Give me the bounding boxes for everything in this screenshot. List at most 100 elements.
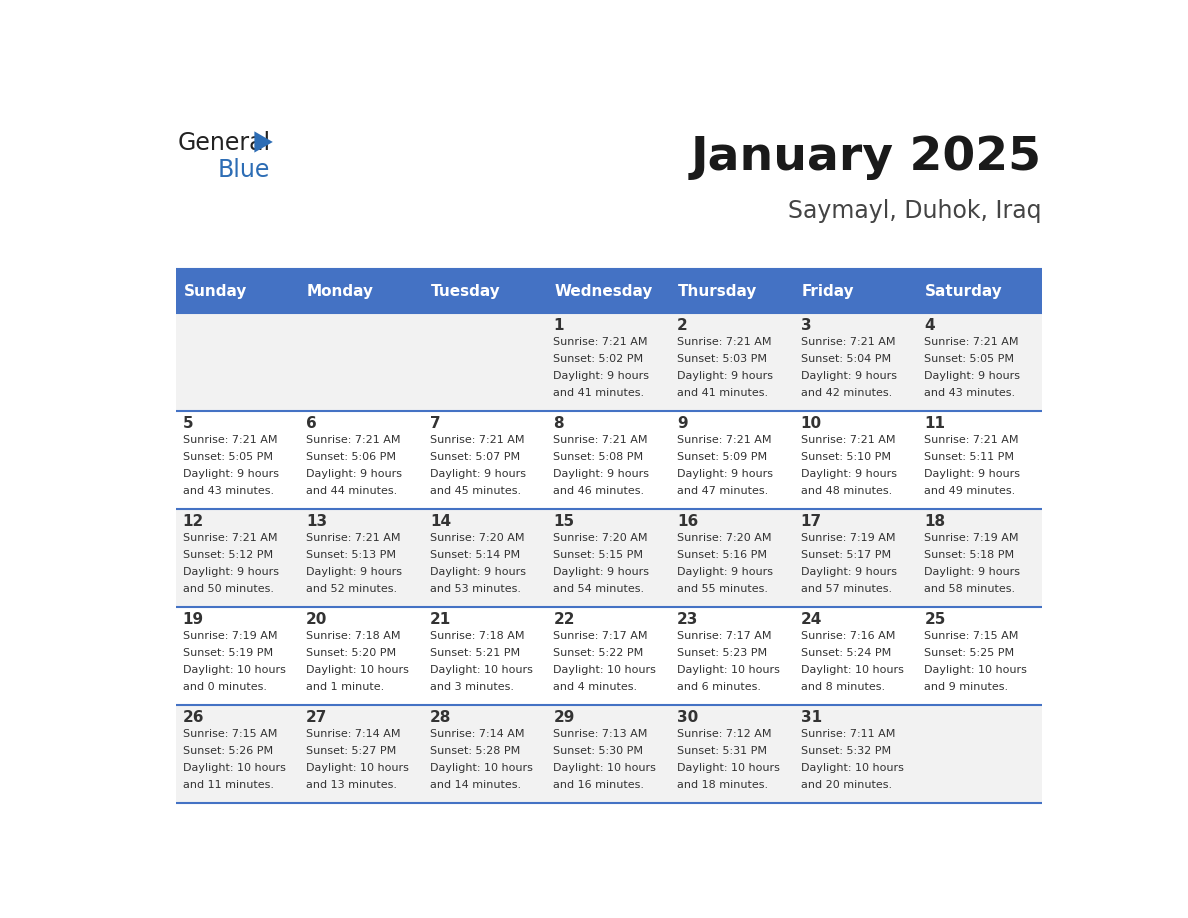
Text: 15: 15: [554, 514, 575, 529]
Text: Tuesday: Tuesday: [431, 284, 500, 298]
Text: Daylight: 9 hours: Daylight: 9 hours: [677, 469, 773, 479]
Text: Sunrise: 7:21 AM: Sunrise: 7:21 AM: [801, 435, 896, 445]
Text: Sunset: 5:32 PM: Sunset: 5:32 PM: [801, 745, 891, 756]
Text: Daylight: 10 hours: Daylight: 10 hours: [183, 665, 285, 675]
Text: and 16 minutes.: and 16 minutes.: [554, 779, 644, 789]
Text: Sunrise: 7:21 AM: Sunrise: 7:21 AM: [554, 435, 647, 445]
Text: Daylight: 9 hours: Daylight: 9 hours: [677, 371, 773, 381]
Text: 6: 6: [307, 416, 317, 431]
Text: 30: 30: [677, 710, 699, 725]
Text: Sunset: 5:25 PM: Sunset: 5:25 PM: [924, 648, 1015, 658]
Text: 2: 2: [677, 318, 688, 333]
Text: Daylight: 10 hours: Daylight: 10 hours: [924, 665, 1028, 675]
Text: Daylight: 10 hours: Daylight: 10 hours: [554, 763, 656, 773]
Text: Wednesday: Wednesday: [555, 284, 652, 298]
Text: Sunrise: 7:13 AM: Sunrise: 7:13 AM: [554, 729, 647, 739]
Text: and 45 minutes.: and 45 minutes.: [430, 486, 522, 496]
Text: and 55 minutes.: and 55 minutes.: [677, 584, 769, 594]
Text: Sunset: 5:30 PM: Sunset: 5:30 PM: [554, 745, 644, 756]
Text: 18: 18: [924, 514, 946, 529]
Text: 12: 12: [183, 514, 204, 529]
Text: and 8 minutes.: and 8 minutes.: [801, 681, 885, 691]
Text: Daylight: 9 hours: Daylight: 9 hours: [801, 371, 897, 381]
FancyBboxPatch shape: [176, 269, 1042, 313]
Text: Daylight: 10 hours: Daylight: 10 hours: [307, 665, 409, 675]
Text: Sunrise: 7:21 AM: Sunrise: 7:21 AM: [183, 533, 277, 543]
FancyBboxPatch shape: [176, 509, 1042, 607]
Text: Daylight: 10 hours: Daylight: 10 hours: [801, 665, 904, 675]
Text: Sunset: 5:03 PM: Sunset: 5:03 PM: [677, 354, 767, 364]
Text: Sunrise: 7:21 AM: Sunrise: 7:21 AM: [307, 435, 400, 445]
Text: 20: 20: [307, 612, 328, 627]
Text: Sunrise: 7:17 AM: Sunrise: 7:17 AM: [554, 631, 647, 641]
Text: 24: 24: [801, 612, 822, 627]
Text: Saymayl, Duhok, Iraq: Saymayl, Duhok, Iraq: [788, 198, 1042, 222]
Text: and 43 minutes.: and 43 minutes.: [183, 486, 273, 496]
Text: Thursday: Thursday: [678, 284, 758, 298]
Text: Daylight: 9 hours: Daylight: 9 hours: [924, 566, 1020, 577]
Text: Sunrise: 7:21 AM: Sunrise: 7:21 AM: [430, 435, 524, 445]
Text: 31: 31: [801, 710, 822, 725]
Text: Sunrise: 7:17 AM: Sunrise: 7:17 AM: [677, 631, 772, 641]
Text: Sunset: 5:31 PM: Sunset: 5:31 PM: [677, 745, 767, 756]
Text: Sunset: 5:26 PM: Sunset: 5:26 PM: [183, 745, 273, 756]
Text: Daylight: 9 hours: Daylight: 9 hours: [307, 469, 403, 479]
Text: Sunrise: 7:12 AM: Sunrise: 7:12 AM: [677, 729, 772, 739]
Text: January 2025: January 2025: [690, 135, 1042, 180]
Text: Daylight: 10 hours: Daylight: 10 hours: [307, 763, 409, 773]
FancyBboxPatch shape: [176, 313, 1042, 411]
Text: and 50 minutes.: and 50 minutes.: [183, 584, 273, 594]
Text: Sunset: 5:16 PM: Sunset: 5:16 PM: [677, 550, 767, 560]
Text: Sunrise: 7:11 AM: Sunrise: 7:11 AM: [801, 729, 895, 739]
Text: 1: 1: [554, 318, 564, 333]
Text: 5: 5: [183, 416, 194, 431]
Text: Sunset: 5:12 PM: Sunset: 5:12 PM: [183, 550, 273, 560]
Text: and 9 minutes.: and 9 minutes.: [924, 681, 1009, 691]
Text: Sunset: 5:10 PM: Sunset: 5:10 PM: [801, 452, 891, 462]
Text: Sunrise: 7:21 AM: Sunrise: 7:21 AM: [307, 533, 400, 543]
Text: 19: 19: [183, 612, 203, 627]
Text: Sunset: 5:02 PM: Sunset: 5:02 PM: [554, 354, 644, 364]
Text: and 46 minutes.: and 46 minutes.: [554, 486, 645, 496]
Text: Sunset: 5:06 PM: Sunset: 5:06 PM: [307, 452, 397, 462]
Text: Sunrise: 7:21 AM: Sunrise: 7:21 AM: [801, 337, 896, 347]
Text: Sunrise: 7:20 AM: Sunrise: 7:20 AM: [677, 533, 772, 543]
Text: and 44 minutes.: and 44 minutes.: [307, 486, 398, 496]
Text: Sunset: 5:08 PM: Sunset: 5:08 PM: [554, 452, 644, 462]
Text: 29: 29: [554, 710, 575, 725]
Polygon shape: [254, 131, 273, 152]
Text: and 48 minutes.: and 48 minutes.: [801, 486, 892, 496]
Text: and 41 minutes.: and 41 minutes.: [677, 387, 769, 397]
Text: Sunrise: 7:14 AM: Sunrise: 7:14 AM: [307, 729, 400, 739]
Text: 21: 21: [430, 612, 451, 627]
Text: Daylight: 10 hours: Daylight: 10 hours: [554, 665, 656, 675]
Text: 22: 22: [554, 612, 575, 627]
Text: Sunrise: 7:20 AM: Sunrise: 7:20 AM: [430, 533, 524, 543]
Text: Sunrise: 7:21 AM: Sunrise: 7:21 AM: [677, 435, 772, 445]
Text: Daylight: 9 hours: Daylight: 9 hours: [924, 469, 1020, 479]
Text: 4: 4: [924, 318, 935, 333]
Text: 25: 25: [924, 612, 946, 627]
Text: Sunrise: 7:18 AM: Sunrise: 7:18 AM: [307, 631, 400, 641]
Text: Daylight: 9 hours: Daylight: 9 hours: [430, 469, 526, 479]
Text: Sunset: 5:15 PM: Sunset: 5:15 PM: [554, 550, 644, 560]
Text: Monday: Monday: [308, 284, 374, 298]
Text: 16: 16: [677, 514, 699, 529]
Text: and 18 minutes.: and 18 minutes.: [677, 779, 769, 789]
Text: Daylight: 10 hours: Daylight: 10 hours: [677, 665, 781, 675]
Text: Sunset: 5:05 PM: Sunset: 5:05 PM: [924, 354, 1015, 364]
Text: 13: 13: [307, 514, 328, 529]
Text: and 53 minutes.: and 53 minutes.: [430, 584, 520, 594]
Text: 3: 3: [801, 318, 811, 333]
Text: 23: 23: [677, 612, 699, 627]
Text: Sunrise: 7:16 AM: Sunrise: 7:16 AM: [801, 631, 895, 641]
Text: and 52 minutes.: and 52 minutes.: [307, 584, 397, 594]
Text: Sunset: 5:24 PM: Sunset: 5:24 PM: [801, 648, 891, 658]
Text: Daylight: 10 hours: Daylight: 10 hours: [430, 665, 532, 675]
Text: Sunrise: 7:19 AM: Sunrise: 7:19 AM: [801, 533, 896, 543]
Text: and 11 minutes.: and 11 minutes.: [183, 779, 273, 789]
Text: and 6 minutes.: and 6 minutes.: [677, 681, 762, 691]
Text: Daylight: 9 hours: Daylight: 9 hours: [183, 469, 278, 479]
Text: and 13 minutes.: and 13 minutes.: [307, 779, 397, 789]
Text: and 0 minutes.: and 0 minutes.: [183, 681, 266, 691]
